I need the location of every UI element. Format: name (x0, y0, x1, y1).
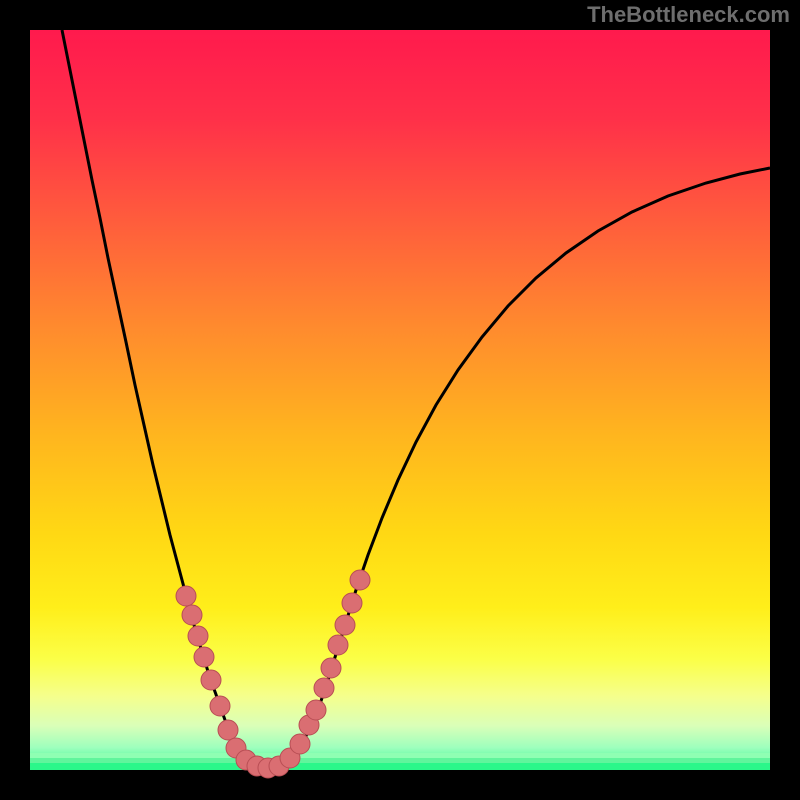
data-marker (328, 635, 348, 655)
watermark-text: TheBottleneck.com (587, 2, 790, 28)
bottleneck-chart (0, 0, 800, 800)
plot-background (30, 30, 770, 770)
data-marker (314, 678, 334, 698)
data-marker (306, 700, 326, 720)
data-marker (188, 626, 208, 646)
data-marker (335, 615, 355, 635)
data-marker (350, 570, 370, 590)
data-marker (182, 605, 202, 625)
data-marker (290, 734, 310, 754)
data-marker (342, 593, 362, 613)
data-marker (321, 658, 341, 678)
data-marker (194, 647, 214, 667)
data-marker (201, 670, 221, 690)
data-marker (176, 586, 196, 606)
bottom-green-bands (30, 753, 770, 770)
data-marker (218, 720, 238, 740)
data-marker (210, 696, 230, 716)
